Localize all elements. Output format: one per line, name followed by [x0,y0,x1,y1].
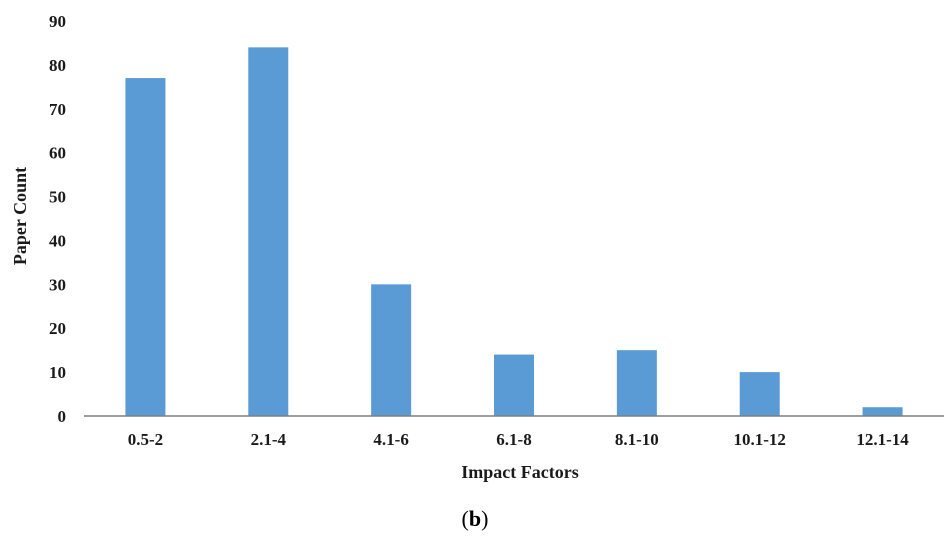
bar [371,284,412,416]
x-tick-label: 12.1-14 [856,430,909,449]
panel-label-letter: b [469,506,481,531]
x-tick-label: 4.1-6 [373,430,408,449]
panel-label-close: ) [481,506,488,531]
y-tick-label: 30 [49,275,66,294]
bar [125,78,166,417]
panel-label-open: ( [462,506,469,531]
y-tick-label: 50 [49,188,66,207]
bars [125,47,903,417]
y-tick-label: 20 [49,319,66,338]
x-axis-title: Impact Factors [461,462,578,482]
y-tick-label: 10 [49,363,66,382]
y-tick-label: 0 [58,407,67,426]
bar [739,372,780,416]
x-tick-label: 2.1-4 [251,430,287,449]
x-tick-label: 0.5-2 [128,430,163,449]
y-tick-label: 40 [49,231,66,250]
x-tick-label: 10.1-12 [734,430,786,449]
panel-label: (b) [462,506,489,531]
x-tick-label: 6.1-8 [496,430,531,449]
y-axis-title: Paper Count [10,167,30,265]
y-tick-label: 80 [49,56,66,75]
y-axis-ticks: 0 10 20 30 40 50 60 70 80 90 [49,12,66,426]
y-tick-label: 90 [49,12,66,31]
bar [862,407,903,416]
bar [616,350,657,416]
y-tick-label: 70 [49,100,66,119]
bar [248,47,289,416]
x-axis-ticks: 0.5-2 2.1-4 4.1-6 6.1-8 8.1-10 10.1-12 12.1-14 [128,430,910,449]
x-tick-label: 8.1-10 [615,430,659,449]
y-tick-label: 60 [49,144,66,163]
bar [494,354,534,416]
